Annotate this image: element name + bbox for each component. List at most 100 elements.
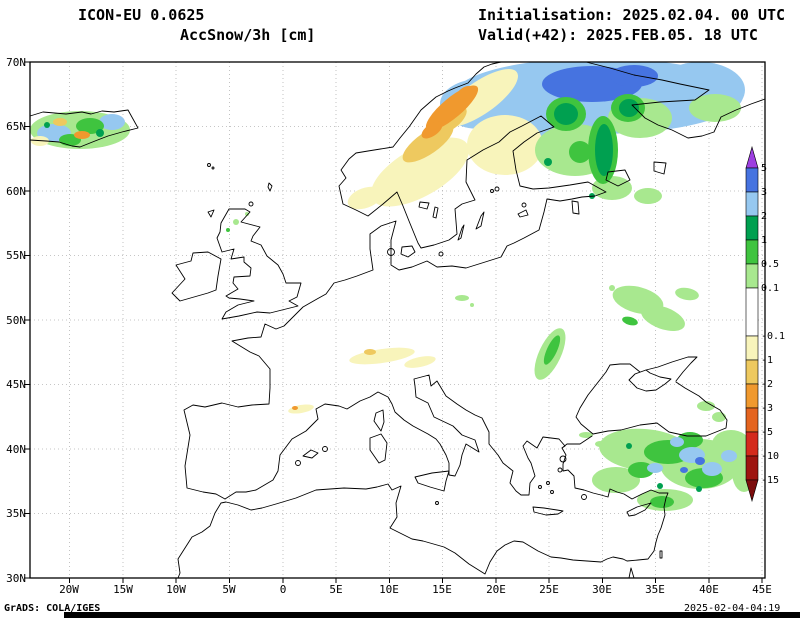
snow-region	[641, 305, 685, 331]
axis-ticks-bottom	[69, 578, 763, 583]
snow-region	[680, 467, 688, 473]
island-mallorca	[302, 449, 319, 459]
valid-time-label: Valid(+42): 2025.FEB.05. 18 UTC	[478, 26, 758, 44]
snow-region	[609, 285, 615, 291]
colorbar-segment	[745, 335, 759, 361]
variable-title: AccSnow/3h [cm]	[180, 26, 316, 44]
lon-label: 20W	[59, 583, 79, 596]
snow-region	[404, 356, 436, 368]
snow-region	[370, 137, 470, 207]
lake-vattern	[432, 206, 439, 219]
snow-region	[76, 118, 104, 134]
island-sicily	[414, 470, 450, 492]
colorbar-level: -2	[761, 379, 774, 390]
coastline-ireland	[171, 251, 222, 302]
island-ibiza	[295, 460, 301, 466]
colorbar-level: 0.5	[761, 259, 780, 270]
snow-region	[670, 437, 684, 447]
snow-region	[288, 404, 314, 414]
coastline-black-sea-south-caucasus	[592, 381, 728, 437]
colorbar-segment	[745, 431, 759, 457]
colorbar-level: -5	[761, 427, 774, 438]
snow-region	[702, 462, 722, 476]
coastline-mediterranean-north	[224, 374, 593, 500]
island-cyclades	[546, 481, 550, 485]
island-gotland	[475, 211, 485, 230]
lon-label: 20E	[486, 583, 506, 596]
island-lesbos	[559, 455, 567, 463]
snow-region	[456, 86, 472, 100]
colorbar-level: 1	[761, 235, 768, 246]
colorbar-level: -15	[761, 475, 780, 486]
colorbar-level: 0.1	[761, 283, 780, 294]
coastlines	[29, 61, 766, 579]
island-cyprus	[626, 502, 652, 517]
snow-region	[622, 316, 638, 326]
snow-region	[543, 335, 561, 365]
island-sardinia	[369, 433, 388, 464]
bottom-black-bar	[64, 612, 800, 618]
island-aland	[494, 186, 500, 192]
lat-label: 70N	[6, 56, 26, 69]
snow-region	[96, 129, 104, 137]
snow-region	[650, 496, 674, 508]
snow-region	[233, 219, 239, 225]
island-chios	[557, 467, 563, 473]
snow-region	[364, 349, 376, 355]
lake-onega	[653, 161, 667, 175]
lon-label: 5E	[329, 583, 343, 596]
coastline-crimea	[628, 369, 672, 392]
lon-label: 35E	[645, 583, 665, 596]
island-oland	[457, 224, 465, 241]
snow-region	[402, 123, 454, 163]
coastline-iceland	[29, 109, 139, 148]
lat-label: 35N	[6, 507, 26, 520]
island-cyclades	[550, 490, 554, 494]
island-cyclades	[538, 485, 542, 489]
snow-region	[712, 412, 726, 422]
snow-region	[695, 457, 705, 465]
lon-label: 0	[279, 583, 287, 596]
colorbar-level: 2	[761, 211, 768, 222]
timestamp: 2025-02-04-04:19	[684, 603, 781, 614]
island-zealand	[400, 245, 416, 258]
island-rhodes	[581, 494, 587, 500]
snow-region	[53, 118, 67, 126]
coastline-azov-sea	[645, 356, 698, 382]
snow-region	[579, 432, 593, 438]
lon-label: 40E	[699, 583, 719, 596]
snow-region	[455, 295, 469, 301]
colorbar-segment	[745, 407, 759, 433]
island-funen	[387, 248, 395, 256]
coastline-black-sea-west	[575, 363, 641, 435]
coastline-kola-white-sea	[585, 61, 766, 139]
lon-label: 15W	[113, 583, 133, 596]
island-menorca	[322, 446, 328, 452]
colorbar	[745, 145, 759, 503]
snow-region	[554, 103, 578, 125]
coastline-anatolia-levant-africa	[177, 447, 669, 579]
island-orkney	[248, 201, 254, 207]
snow-region	[697, 401, 715, 411]
snow-region	[421, 121, 443, 139]
snow-region	[467, 115, 543, 175]
colorbar-level: 3	[761, 187, 768, 198]
island-faroe	[211, 166, 215, 170]
island-saaremaa	[517, 209, 529, 218]
colorbar-level: -1	[761, 355, 774, 366]
colorbar-segment	[745, 287, 759, 337]
lon-label: 10E	[379, 583, 399, 596]
island-hiiumaa	[521, 202, 527, 208]
coastline-great-britain	[216, 208, 302, 320]
colorbar-arrow-bottom	[745, 479, 759, 503]
model-title: ICON-EU 0.0625	[78, 6, 205, 24]
coastline-atlantic-baltic-scandinavia	[183, 61, 607, 500]
snow-region	[292, 406, 298, 410]
lat-label: 40N	[6, 443, 26, 456]
snow-region	[595, 441, 605, 447]
snow-region	[675, 287, 699, 301]
snow-region	[470, 303, 474, 307]
snow-region	[569, 141, 591, 163]
snow-region	[657, 483, 663, 489]
